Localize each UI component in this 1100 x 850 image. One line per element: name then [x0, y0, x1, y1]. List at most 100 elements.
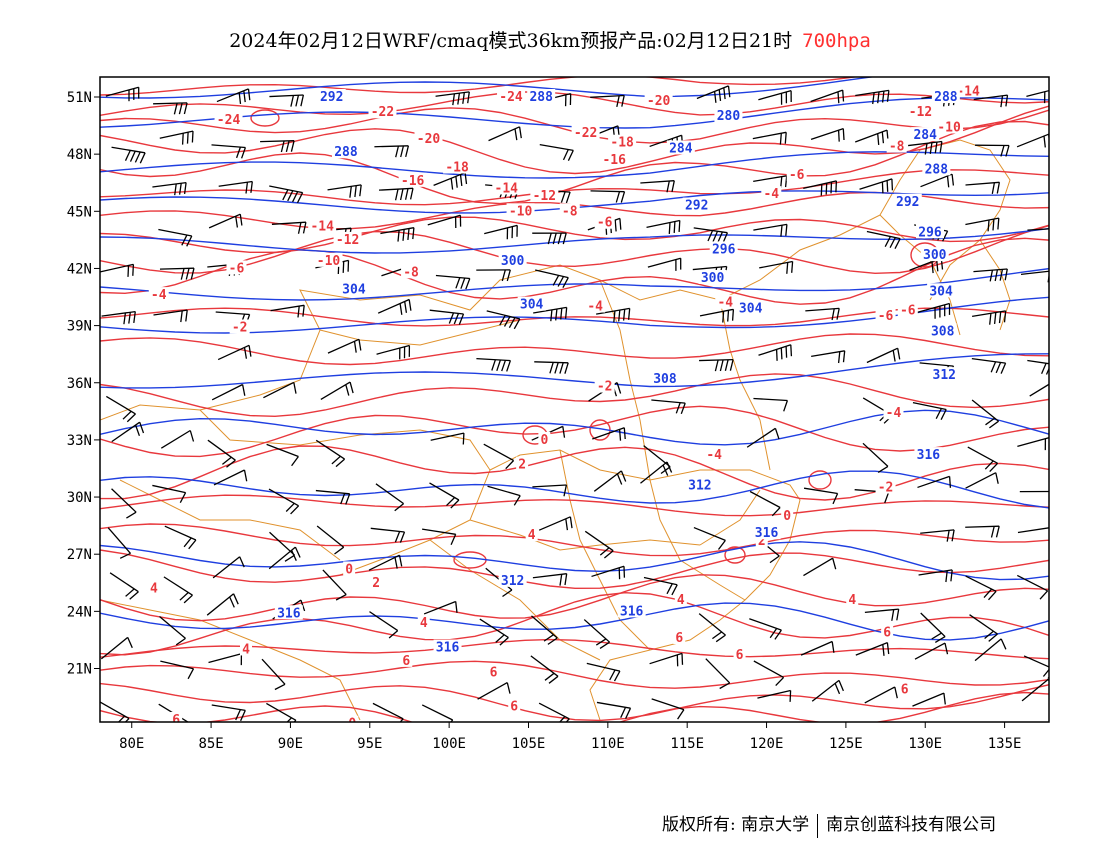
- wind-barb-flag: [774, 428, 780, 440]
- contour-label-bg: [508, 698, 521, 713]
- lat-tick-label: 24N: [67, 604, 92, 620]
- temperature-label: -4: [587, 300, 603, 315]
- wind-barb-flag: [1042, 668, 1049, 677]
- wind-barb-flag: [408, 299, 412, 311]
- wind-barb-flag: [769, 628, 778, 639]
- contour-label-bg: [400, 652, 413, 667]
- wind-barb-flag: [559, 574, 563, 586]
- contour-label-bg: [148, 287, 169, 302]
- province-border: [100, 599, 361, 721]
- wind-barb-flag: [124, 150, 131, 161]
- contour-label-bg: [571, 125, 600, 140]
- contour-label-bg: [886, 138, 907, 153]
- contour-label-bg: [401, 264, 422, 279]
- wind-barb-flag: [122, 410, 132, 420]
- wind-barb-flag: [831, 641, 835, 653]
- wind-barb-shaft: [208, 653, 242, 664]
- wind-barb-flag: [400, 145, 405, 158]
- wind-barb-flag: [727, 85, 731, 98]
- wind-barb-shaft: [538, 702, 570, 720]
- temperature-label: -8: [403, 265, 419, 280]
- temperature-label: -14: [310, 220, 334, 235]
- wind-barb-flag: [450, 499, 460, 509]
- contour-label-bg: [875, 308, 896, 323]
- geopotential-height-contour: [100, 353, 1049, 389]
- wind-barb-shaft: [377, 298, 410, 314]
- wind-barb-flag: [123, 312, 127, 325]
- wind-barb-shaft: [422, 528, 456, 535]
- wind-barb-flag: [983, 588, 993, 599]
- contour-label-bg: [906, 104, 935, 119]
- copyright-text: 版权所有: 南京大学: [662, 815, 810, 835]
- wind-barb-flag: [388, 630, 399, 639]
- wind-barb-shaft: [158, 228, 192, 237]
- wind-barb-flag: [560, 308, 563, 320]
- wind-barb-shaft: [969, 614, 998, 635]
- wind-barb-shaft: [651, 698, 685, 711]
- wind-barb-flag: [842, 90, 845, 102]
- wind-barb-flag: [238, 92, 242, 104]
- wind-barb-flag: [560, 191, 566, 203]
- wind-barb-flag: [547, 637, 558, 645]
- wind-barb-flag: [180, 268, 185, 280]
- wind-barb-flag: [302, 305, 305, 317]
- wind-barb-flag: [872, 92, 875, 105]
- height-label: 292: [685, 199, 708, 214]
- wind-barb-shaft: [866, 347, 898, 364]
- wind-barb-flag: [929, 142, 933, 154]
- temperature-label: -6: [229, 261, 245, 276]
- wind-barb-flag: [718, 89, 722, 101]
- wind-barb-shaft: [376, 344, 410, 355]
- height-label: 312: [501, 574, 524, 589]
- wind-barb-flag: [627, 308, 631, 320]
- height-label: 280: [717, 109, 741, 124]
- wind-barb-flag: [1004, 268, 1008, 281]
- wind-barb-flag: [1005, 95, 1009, 107]
- height-label: 312: [688, 479, 711, 494]
- wind-barb-flag: [886, 90, 890, 102]
- wind-barb-flag: [302, 222, 307, 234]
- geopotential-height-contour: [100, 470, 1049, 509]
- wind-barb-flag: [221, 456, 232, 465]
- wind-barb-flag: [882, 644, 885, 656]
- temperature-isotherm: [100, 549, 1049, 590]
- wind-barb-flag: [731, 309, 735, 321]
- temperature-label: -8: [889, 140, 905, 155]
- wind-barb-flag: [335, 594, 347, 601]
- wind-barb-flag: [186, 235, 193, 247]
- geopotential-height-contour: [100, 227, 1049, 254]
- wind-barb-flag: [402, 229, 405, 241]
- wind-barb-flag: [931, 632, 942, 640]
- wind-barb-flag: [713, 91, 717, 103]
- contour-label-bg: [875, 479, 896, 494]
- contour-label-bg: [954, 83, 983, 98]
- temperature-label: -2: [878, 481, 894, 496]
- wind-barb-flag: [786, 262, 789, 274]
- wind-barb-flag: [453, 313, 460, 325]
- wind-barb-flag: [552, 232, 557, 245]
- wind-barb-shaft: [1017, 437, 1049, 447]
- temperature-isotherm: [100, 574, 1049, 622]
- wind-barb-flag: [985, 417, 996, 426]
- wind-barb-flag: [125, 588, 135, 597]
- wind-barb-flag: [681, 653, 684, 665]
- wind-barb-flag: [943, 693, 946, 705]
- lat-tick-label: 33N: [67, 433, 92, 449]
- contour-label-bg: [343, 561, 356, 576]
- wind-barb-shaft: [753, 175, 787, 182]
- wind-barb-flag: [942, 230, 949, 242]
- wind-barb-flag: [394, 557, 398, 569]
- wind-barb-flag: [707, 230, 714, 242]
- wind-barb-shaft: [266, 443, 299, 458]
- temperature-isotherm: [808, 470, 832, 490]
- lon-tick-label: 105E: [512, 736, 546, 752]
- wind-barb-shaft: [699, 308, 734, 317]
- wind-barb-flag: [565, 518, 569, 531]
- contour-label-bg: [644, 92, 673, 107]
- wind-barb-shaft: [152, 484, 186, 494]
- wind-barb-shaft: [484, 224, 518, 235]
- wind-barb-flag: [175, 637, 186, 646]
- footer: 版权所有: 南京大学 南京创蓝科技有限公司: [662, 810, 996, 838]
- wind-barb-shaft: [261, 658, 286, 685]
- wind-barb-flag: [407, 228, 410, 240]
